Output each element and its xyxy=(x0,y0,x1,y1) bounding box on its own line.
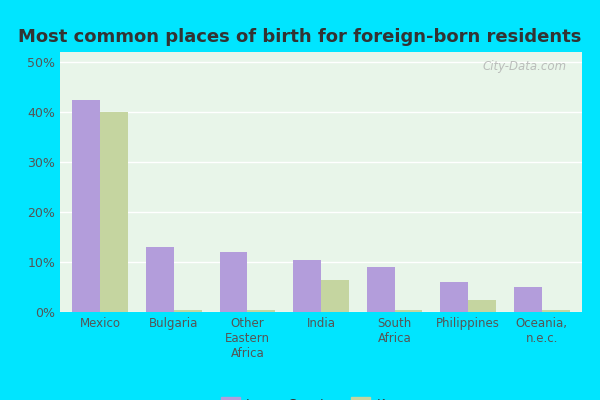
Text: City-Data.com: City-Data.com xyxy=(482,60,566,73)
Bar xyxy=(293,260,321,312)
Bar xyxy=(174,310,202,312)
Legend: Logan County, Kansas: Logan County, Kansas xyxy=(215,391,427,400)
Bar xyxy=(440,282,468,312)
Text: Most common places of birth for foreign-born residents: Most common places of birth for foreign-… xyxy=(19,28,581,46)
Bar xyxy=(220,252,247,312)
Bar xyxy=(367,267,395,312)
Bar xyxy=(73,100,100,312)
Bar xyxy=(146,247,174,312)
Bar xyxy=(100,112,128,312)
Bar xyxy=(542,310,569,312)
Bar xyxy=(395,310,422,312)
Bar xyxy=(247,310,275,312)
Bar xyxy=(514,287,542,312)
Bar xyxy=(468,300,496,312)
Bar xyxy=(321,280,349,312)
